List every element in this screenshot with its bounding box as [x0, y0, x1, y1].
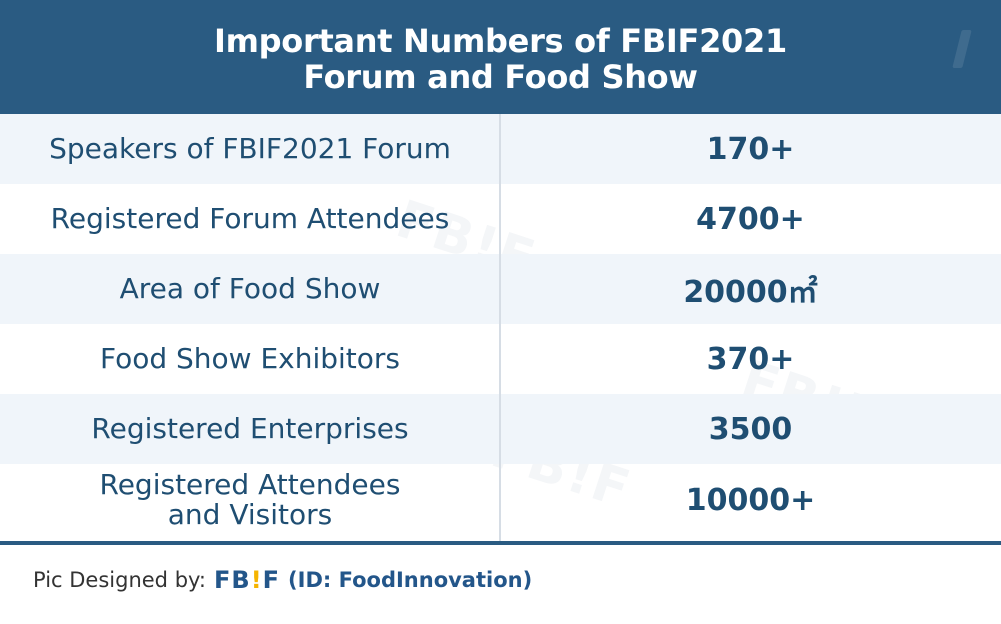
title-line-2: Forum and Food Show — [303, 58, 698, 96]
table-row: Food Show Exhibitors 370+ — [0, 324, 1001, 394]
footer-prefix: Pic Designed by: — [33, 568, 206, 592]
table-header: Important Numbers of FBIF2021 Forum and … — [0, 0, 1001, 114]
row-label: Food Show Exhibitors — [99, 342, 401, 375]
row-label: Registered Forum Attendees — [50, 202, 450, 235]
row-value: 4700+ — [696, 201, 805, 237]
bottom-rule — [0, 541, 1001, 545]
table-row: Registered Attendees and Visitors 10000+ — [0, 464, 1001, 536]
footer-id: (ID: FoodInnovation) — [288, 568, 533, 592]
row-value: 10000+ — [685, 482, 816, 518]
row-label-line-1: Registered Attendees — [99, 468, 401, 501]
row-label: Registered Enterprises — [91, 412, 409, 445]
table-row: Registered Forum Attendees 4700+ — [0, 184, 1001, 254]
decorative-exclamation-icon — [952, 30, 972, 68]
fbif-logo: FB!F — [214, 566, 281, 594]
row-label: Registered Attendees and Visitors — [0, 464, 500, 536]
row-value: 170+ — [706, 131, 795, 167]
row-value: 370+ — [706, 341, 795, 377]
row-label-line-2: and Visitors — [167, 498, 333, 531]
row-label: Area of Food Show — [119, 272, 381, 305]
column-divider — [499, 114, 501, 542]
row-value: 3500 — [708, 411, 793, 447]
footer-credit: Pic Designed by: FB!F (ID: FoodInnovatio… — [33, 566, 532, 594]
row-value: 20000㎡ — [683, 275, 818, 310]
title-line-1: Important Numbers of FBIF2021 — [214, 22, 787, 60]
row-label: Speakers of FBIF2021 Forum — [49, 132, 451, 165]
